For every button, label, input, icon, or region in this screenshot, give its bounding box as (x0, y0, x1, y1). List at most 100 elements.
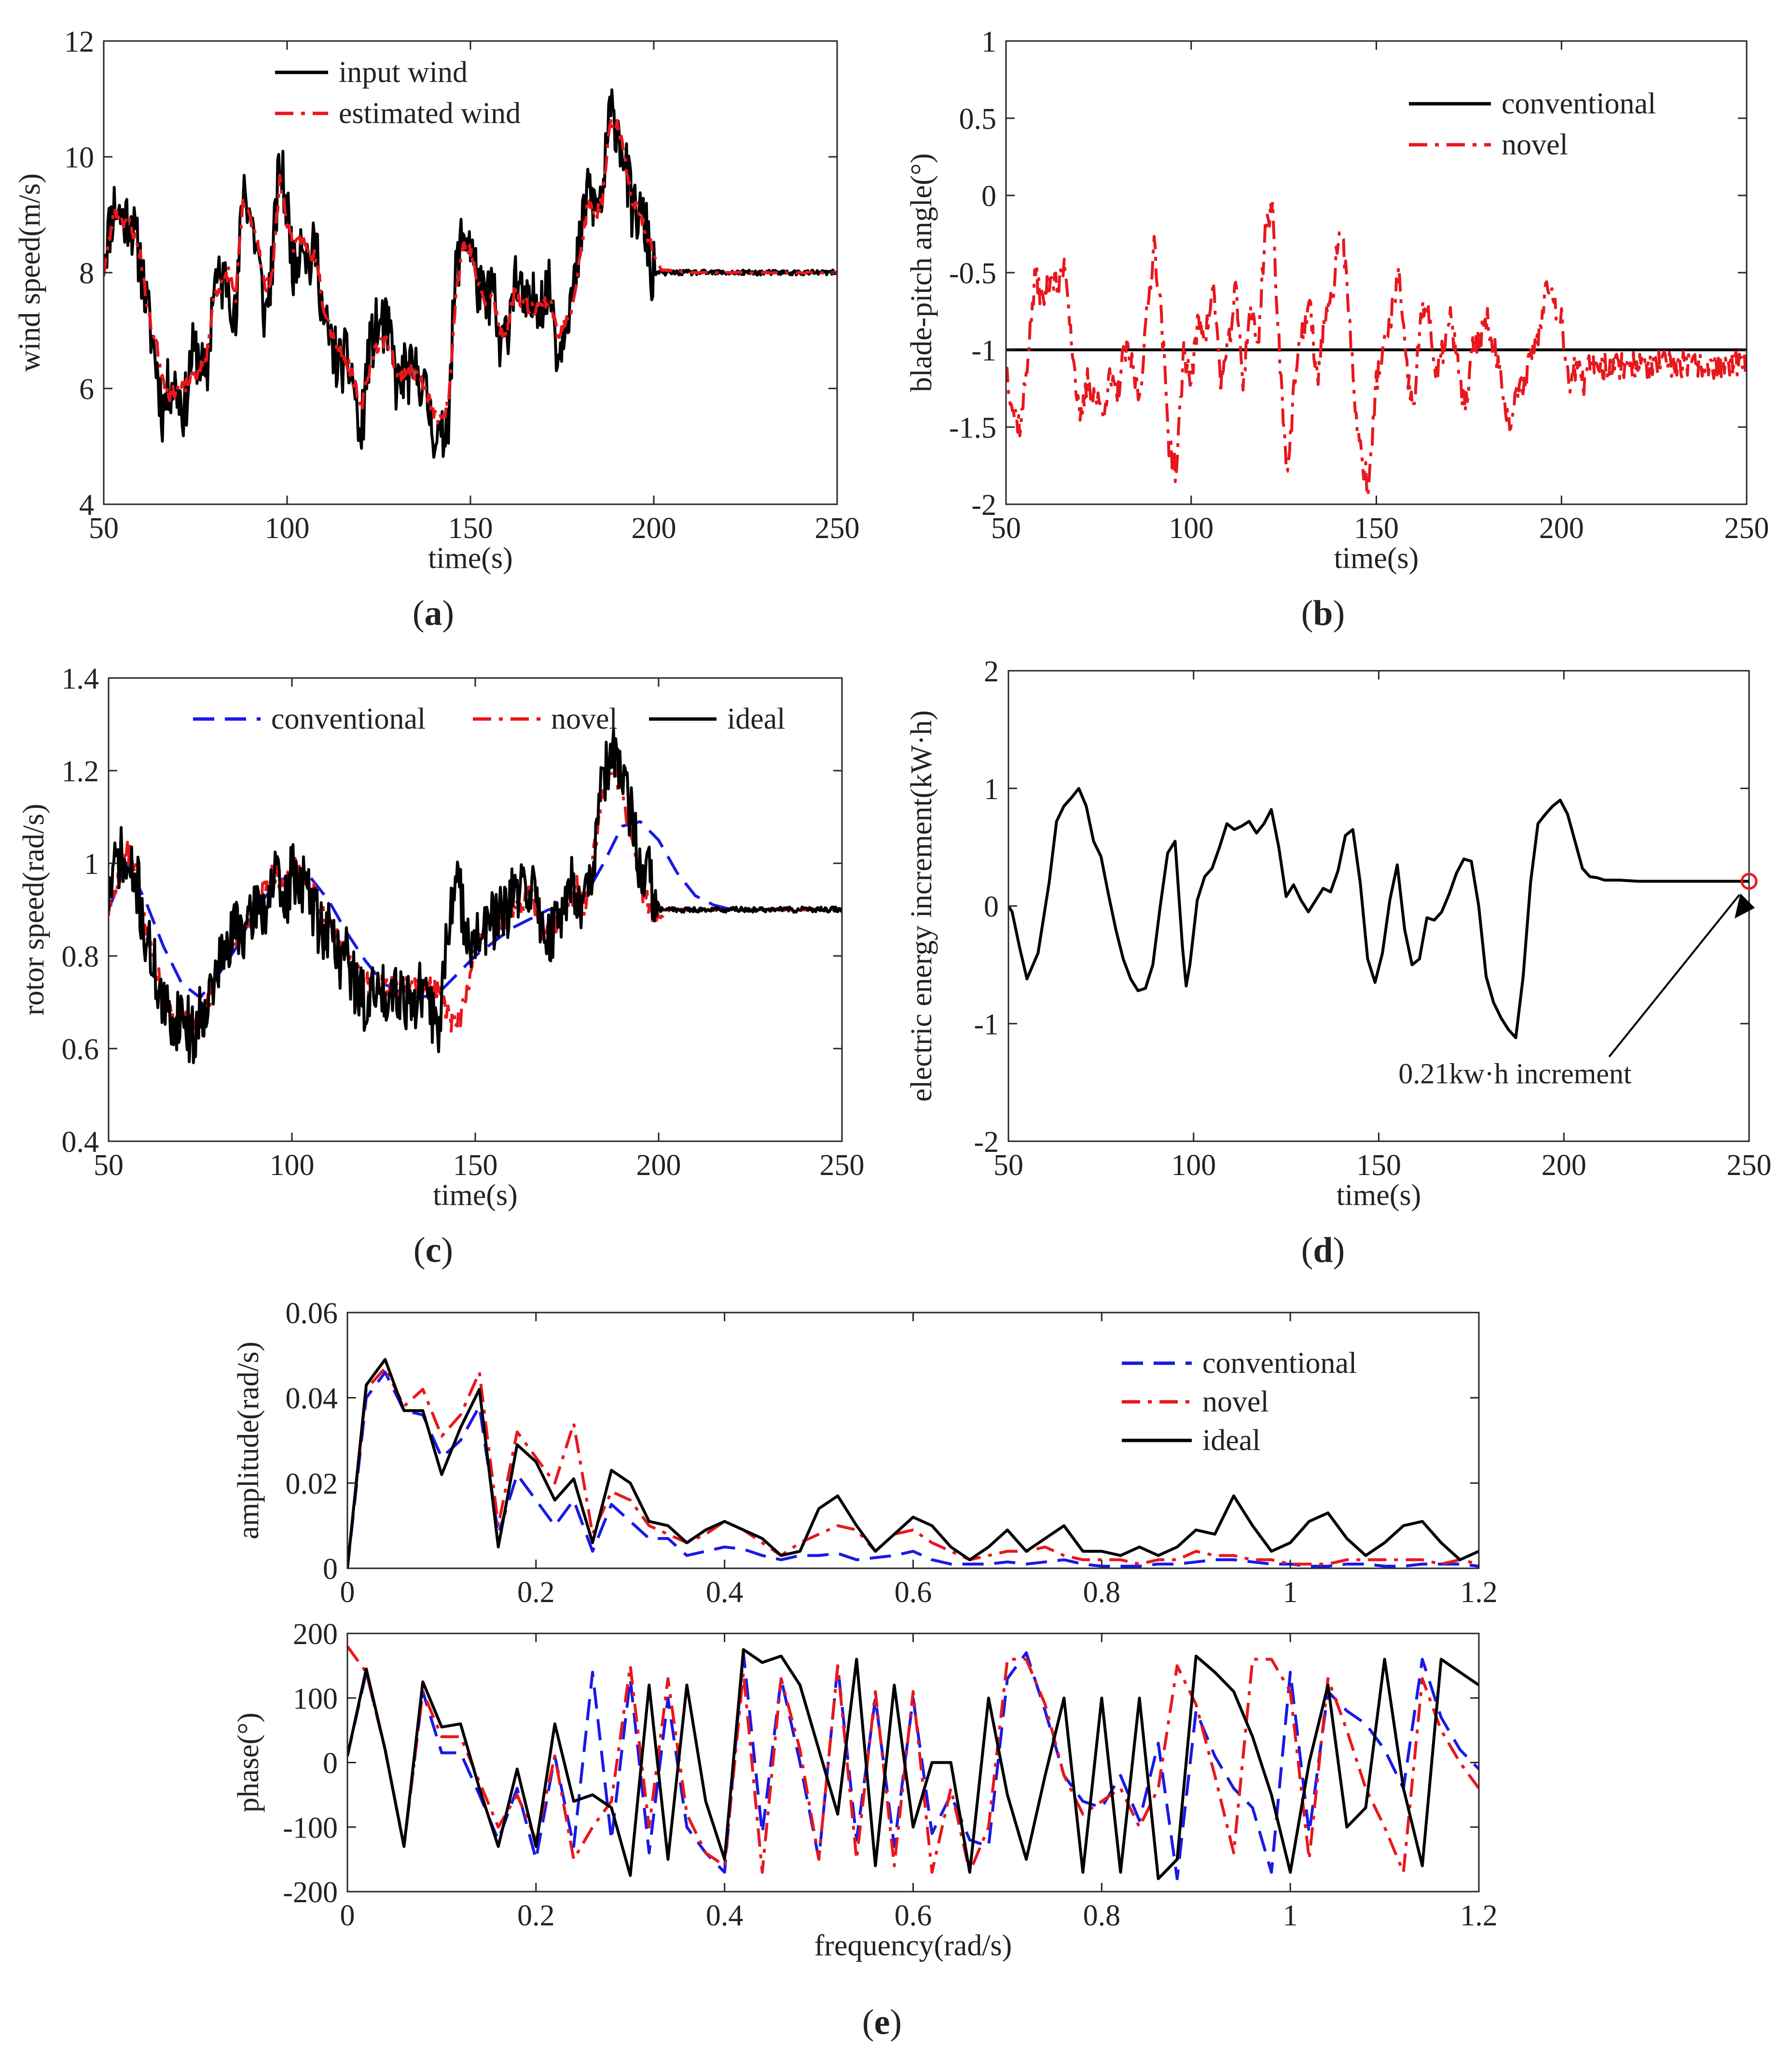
x-tick-label: 1.2 (1460, 1899, 1498, 1932)
x-tick-label: 50 (993, 1149, 1023, 1182)
x-axis-label: time(s) (1334, 542, 1419, 575)
series-line-estimated-wind (104, 119, 837, 425)
legend: conventional novel ideal (1122, 1347, 1357, 1457)
chart-d-energy-increment: 50 100 150 200 250 -2 -1 0 1 2 time(s) electric ene… (905, 655, 1772, 1212)
chart-a-wind-speed: 50 100 150 200 250 4 6 8 10 12 time(s) wind speed(m… (14, 26, 860, 575)
legend-label: estimated wind (339, 97, 521, 130)
y-tick-label: 2 (984, 655, 999, 688)
x-axis-label: time(s) (1337, 1179, 1421, 1212)
x-tick-label: 0 (340, 1576, 355, 1609)
annotation-text: 0.21kw·h increment (1398, 1058, 1632, 1090)
x-axis-label: time(s) (433, 1179, 518, 1212)
legend-label: ideal (1202, 1424, 1261, 1457)
y-tick-label: 200 (293, 1618, 338, 1651)
legend-label: novel (1502, 128, 1568, 161)
caption-c: (c) (414, 1231, 453, 1270)
y-tick-label: 0 (323, 1553, 338, 1586)
series-line-novel (347, 1366, 1479, 1568)
y-tick-label: 6 (79, 373, 94, 406)
y-tick-label: -200 (283, 1876, 338, 1909)
y-tick-label: 0.6 (62, 1033, 99, 1066)
series-line-ideal (347, 1358, 1479, 1568)
x-tick-label: 1 (1283, 1576, 1298, 1609)
y-tick-label: 0.06 (286, 1297, 338, 1330)
series-line-electric-energy-increment (1008, 787, 1749, 1039)
x-tick-label: 1 (1283, 1899, 1298, 1932)
caption-b: (b) (1301, 594, 1345, 633)
x-tick-label: 0.8 (1083, 1899, 1121, 1932)
y-axis-label: blade-pitch angle(°) (905, 153, 938, 392)
y-tick-label: -0.5 (949, 257, 996, 290)
y-tick-label: 0.04 (286, 1383, 338, 1415)
y-tick-label: 1.4 (62, 663, 99, 695)
caption-e: (e) (862, 2003, 902, 2042)
x-tick-label: 150 (1354, 512, 1399, 545)
x-tick-label: 100 (270, 1149, 315, 1182)
x-tick-label: 0.4 (706, 1899, 744, 1932)
y-axis-label: electric energy increment(kW·h) (905, 710, 938, 1102)
x-tick-label: 150 (448, 512, 493, 545)
y-tick-label: -1.5 (949, 412, 996, 444)
y-axis-label: phase(°) (232, 1713, 265, 1812)
x-tick-label: 250 (1724, 512, 1769, 545)
x-tick-label: 0.4 (706, 1576, 744, 1609)
x-tick-label: 0.2 (517, 1899, 555, 1932)
chart-c-rotor-speed: 50 100 150 200 250 0.4 0.6 0.8 1 1.2 1.4 time(s) rot… (17, 663, 865, 1212)
y-tick-label: 0.4 (62, 1126, 99, 1159)
legend: conventional novel ideal (193, 703, 786, 735)
y-axis-label: amplitude(rad/s) (232, 1342, 265, 1539)
x-tick-label: 0.6 (895, 1899, 932, 1932)
x-tick-label: 150 (453, 1149, 498, 1182)
x-tick-label: 1.2 (1460, 1576, 1498, 1609)
x-tick-label: 150 (1356, 1149, 1401, 1182)
y-tick-label: 10 (64, 141, 94, 174)
legend-label: ideal (727, 703, 786, 735)
series-line-input-wind (104, 88, 837, 459)
chart-b-blade-pitch: 50 100 150 200 250 -2 -1.5 -1 -0.5 0 0.5 1 time(s) bl… (905, 26, 1769, 575)
x-tick-label: 100 (1171, 1149, 1216, 1182)
y-tick-label: -2 (974, 1126, 999, 1159)
annotation-marker (1740, 872, 1758, 890)
series-line-novel (1006, 200, 1747, 498)
legend-label: novel (551, 703, 618, 735)
chart-e-amplitude: 0 0.2 0.4 0.6 0.8 1 1.2 0 0.02 0.04 0.06 amplitude(… (232, 1297, 1498, 1609)
x-axis-label: frequency(rad/s) (814, 1929, 1012, 1962)
legend-label: conventional (271, 703, 426, 735)
x-tick-label: 50 (991, 512, 1021, 545)
y-tick-label: 0 (984, 891, 999, 924)
legend-label: novel (1202, 1385, 1269, 1418)
caption-a: (a) (413, 594, 454, 633)
legend: conventional novel (1409, 87, 1656, 161)
x-tick-label: 200 (636, 1149, 681, 1182)
x-tick-label: 0.8 (1083, 1576, 1121, 1609)
y-tick-label: 0.02 (286, 1467, 338, 1500)
x-tick-label: 200 (1542, 1149, 1586, 1182)
y-tick-label: 1 (984, 773, 999, 806)
y-tick-label: -100 (283, 1812, 338, 1844)
x-tick-label: 0.6 (895, 1576, 932, 1609)
chart-e-phase: 0 0.2 0.4 0.6 0.8 1 1.2 -200 -100 0 100 200 frequenc… (232, 1618, 1498, 1962)
y-axis-label: wind speed(m/s) (14, 173, 46, 372)
y-tick-label: 4 (79, 489, 94, 522)
x-tick-label: 250 (820, 1149, 865, 1182)
y-tick-label: 0 (323, 1747, 338, 1780)
plot-frame (1007, 670, 1750, 1142)
y-tick-label: 1 (981, 26, 996, 58)
legend-label: conventional (1502, 87, 1656, 120)
y-tick-label: 0 (981, 180, 996, 213)
x-tick-label: 100 (265, 512, 310, 545)
x-tick-label: 200 (632, 512, 676, 545)
y-axis-label: rotor speed(rad/s) (17, 804, 50, 1016)
legend-label: conventional (1202, 1347, 1357, 1380)
y-tick-label: 100 (293, 1683, 338, 1715)
x-tick-label: 0 (340, 1899, 355, 1932)
series-line-ideal (109, 728, 842, 1065)
y-tick-label: 0.8 (62, 941, 99, 973)
annotation-arrow (1608, 894, 1740, 1058)
legend-label: input wind (339, 56, 468, 89)
y-tick-label: 1 (84, 848, 99, 881)
x-tick-label: 200 (1539, 512, 1584, 545)
series-line-novel (109, 761, 842, 1040)
y-tick-label: 8 (79, 257, 94, 290)
